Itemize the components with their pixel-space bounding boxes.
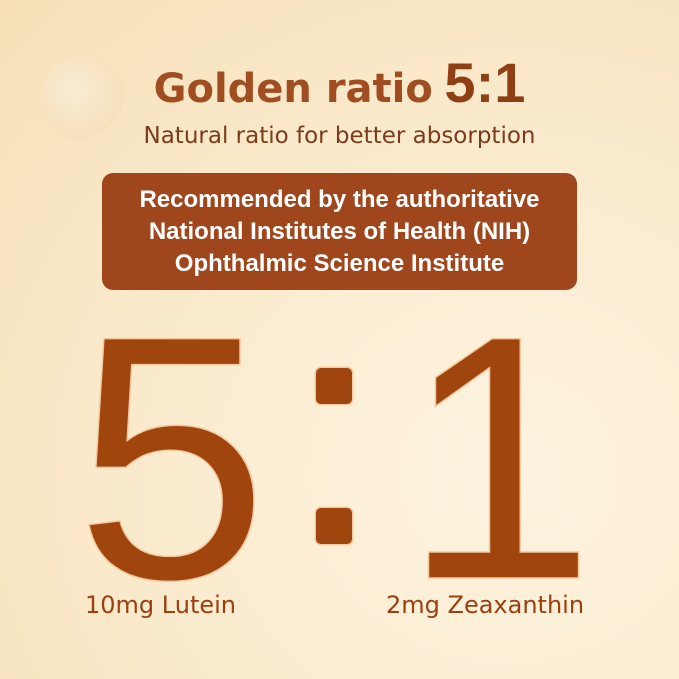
headline: Golden ratio 5:1	[0, 50, 679, 116]
lutein-label: 10mg Lutein	[85, 591, 236, 619]
colon-dot-top	[316, 368, 352, 404]
zeaxanthin-label: 2mg Zeaxanthin	[386, 591, 585, 619]
banner-line: Recommended by the authoritative	[139, 185, 540, 213]
subtitle: Natural ratio for better absorption	[143, 123, 536, 149]
headline-text: Golden ratio	[153, 66, 433, 112]
banner-line: Ophthalmic Science Institute	[174, 249, 505, 277]
colon-dot-bottom	[316, 508, 352, 544]
decorative-bubble	[40, 55, 125, 140]
recommendation-banner: Recommended by the authoritative Nationa…	[102, 173, 577, 290]
ratio-right-digit: 1	[401, 263, 596, 652]
headline-ratio: 5:1	[444, 51, 526, 114]
banner-line: National Institutes of Health (NIH)	[148, 217, 531, 245]
ratio-left-digit: 5	[74, 263, 269, 652]
